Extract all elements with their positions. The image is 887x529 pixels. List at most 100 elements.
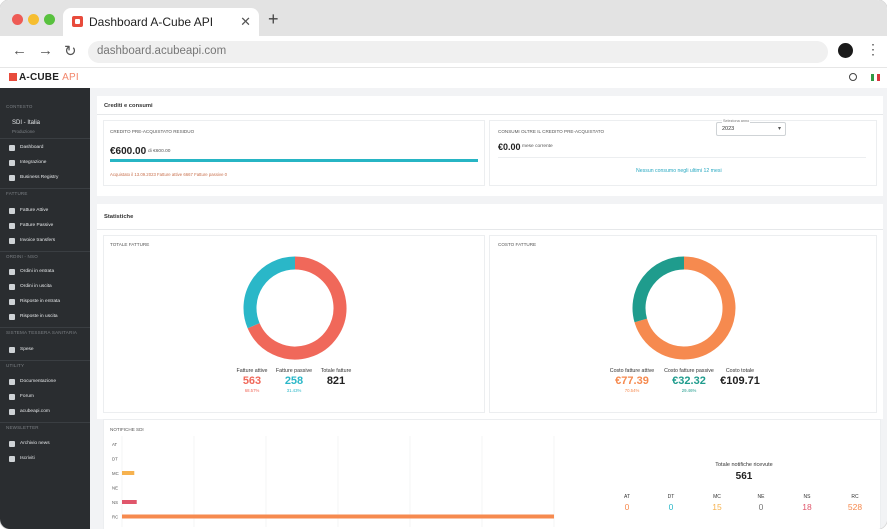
sidebar-item-label: Fatture Passive: [20, 223, 54, 228]
sidebar-company[interactable]: SDI - Italia: [12, 120, 41, 126]
browser-tab-active[interactable]: Dashboard A-Cube API ✕: [63, 8, 259, 36]
year-select-label: Seleziona anno: [722, 119, 751, 123]
stat-costo-attive: Costo fatture attive €77.39 70.54%: [602, 368, 662, 393]
sidebar-item-ordini-entrata[interactable]: Ordini in entrata: [0, 267, 90, 279]
sdi-stat-label: RC: [851, 494, 859, 500]
sidebar-item-iscriviti[interactable]: Iscriviti: [0, 454, 90, 466]
stat-label: Fatture attive: [236, 368, 268, 374]
y-tick-label: NS: [112, 500, 118, 505]
logo-mark-icon: [9, 73, 17, 81]
donut-slice-attive: [247, 256, 347, 360]
stat-percent: 29.46%: [681, 388, 697, 393]
sidebar-item-acubeapi[interactable]: acubeapi.com: [0, 407, 90, 419]
url-text[interactable]: dashboard.acubeapi.com: [97, 45, 227, 57]
sidebar-item-risposte-entrata[interactable]: Risposte in entrata: [0, 297, 90, 309]
address-bar[interactable]: dashboard.acubeapi.com: [88, 41, 828, 63]
consumi-amount: €0.00: [498, 142, 521, 152]
credit-residuo-panel: [104, 121, 484, 185]
sidebar-item-label: Business Registry: [20, 175, 59, 180]
sdi-stat-at: AT 0: [612, 494, 642, 512]
sidebar-section-sts: SISTEMA TESSERA SANITARIA: [6, 330, 78, 335]
stat-percent: 70.54%: [624, 388, 640, 393]
notifiche-total-label: Totale notifiche ricevute: [715, 462, 773, 468]
bar-rc: [122, 514, 554, 519]
sidebar-divider: [0, 251, 90, 252]
logo-text: A-CUBE: [19, 72, 60, 83]
sidebar-item-business-registry[interactable]: Business Registry: [0, 173, 90, 185]
stat-label: Costo fatture attive: [609, 368, 655, 374]
sidebar-item-spese[interactable]: Spese: [0, 345, 90, 357]
document-icon: [9, 269, 15, 275]
sidebar-item-forum[interactable]: Forum: [0, 392, 90, 404]
close-window-button[interactable]: [12, 14, 23, 25]
sidebar-item-integrazione[interactable]: Integrazione: [0, 158, 90, 170]
italian-flag-icon[interactable]: [871, 74, 880, 81]
profile-avatar[interactable]: [838, 43, 853, 58]
chevron-down-icon: ▾: [777, 126, 781, 132]
sdi-stat-label: NE: [757, 494, 765, 500]
y-tick-label: DT: [112, 457, 118, 462]
credits-title: Crediti e consumi: [104, 103, 153, 109]
card-divider: [97, 114, 883, 115]
credit-progress-bar: [110, 159, 478, 162]
donut-slice-costo-passive: [632, 256, 685, 323]
sidebar-item-fatture-attive[interactable]: Fatture Attive: [0, 206, 90, 218]
sidebar-item-archivio-news[interactable]: Archivio news: [0, 439, 90, 451]
stat-percent: 31.43%: [286, 388, 302, 393]
sdi-stat-ne: NE 0: [746, 494, 776, 512]
credit-residuo-amount: €600.00: [110, 146, 147, 157]
sidebar-section-newsletter: NEWSLETTER: [6, 425, 39, 430]
user-account-icon[interactable]: [849, 73, 857, 81]
sdi-stat-rc: RC 528: [840, 494, 870, 512]
sdi-stat-label: DT: [667, 494, 675, 500]
donut-slice-costo-attive: [634, 256, 736, 360]
stat-fatture-attive: Fatture attive 563 68.57%: [222, 368, 282, 393]
sidebar-section-fatture: FATTURE: [6, 191, 28, 196]
sidebar-item-ordini-uscita[interactable]: Ordini in uscita: [0, 282, 90, 294]
document-icon: [9, 208, 15, 214]
sdi-stat-label: AT: [623, 494, 631, 500]
consumi-empty-message: Nessun consumo negli ultimi 12 mesi: [636, 168, 722, 174]
sdi-stat-mc: MC 15: [702, 494, 732, 512]
notifiche-total-value: 561: [735, 471, 753, 482]
credit-residuo-total: di €600.00: [148, 149, 171, 154]
sdi-stat-value: 15: [712, 502, 722, 512]
sidebar-section-contesto: CONTESTO: [6, 104, 33, 109]
tab-title: Dashboard A-Cube API: [89, 15, 214, 29]
bar-ns: [122, 500, 137, 504]
sidebar-item-risposte-uscita[interactable]: Risposte in uscita: [0, 312, 90, 324]
sidebar-item-label: Forum: [20, 394, 34, 399]
donut-slice-passive: [243, 256, 296, 329]
wallet-icon: [9, 347, 15, 353]
new-tab-button[interactable]: +: [268, 9, 279, 29]
back-arrow-icon[interactable]: ←: [12, 42, 27, 59]
y-tick-label: RC: [112, 515, 118, 520]
sidebar-item-invoice-transfers[interactable]: Invoice transfers: [0, 236, 90, 248]
app-logo[interactable]: A-CUBE API: [9, 72, 79, 83]
sidebar-item-dashboard[interactable]: Dashboard: [0, 143, 90, 155]
stat-label: Costo totale: [725, 368, 755, 374]
sidebar-item-fatture-passive[interactable]: Fatture Passive: [0, 221, 90, 233]
close-tab-icon[interactable]: ✕: [240, 14, 251, 29]
minimize-window-button[interactable]: [28, 14, 39, 25]
notifiche-bar-chart: AT DT MC NE NS RC: [112, 436, 555, 527]
document-icon: [9, 284, 15, 290]
sdi-stat-value: 0: [758, 502, 764, 512]
sdi-stat-dt: DT 0: [656, 494, 686, 512]
sidebar-item-label: Ordini in uscita: [20, 284, 52, 289]
reload-icon[interactable]: ↻: [64, 43, 77, 60]
stat-label: Costo fatture passive: [664, 368, 714, 374]
book-icon: [9, 379, 15, 385]
year-select[interactable]: Seleziona anno 2023 ▾: [716, 119, 786, 136]
browser-menu-icon[interactable]: ⋮: [866, 41, 880, 57]
sidebar-item-documentazione[interactable]: Documentazione: [0, 377, 90, 389]
credit-purchase-note: Acquistato il 13.09.2023 Fatture attive …: [110, 172, 228, 177]
stat-label: Fatture passive: [275, 368, 313, 374]
sidebar-item-label: Invoice transfers: [20, 238, 56, 243]
maximize-window-button[interactable]: [44, 14, 55, 25]
forward-arrow-icon[interactable]: →: [38, 42, 53, 59]
card-divider: [97, 229, 883, 230]
tab-strip: Dashboard A-Cube API ✕ +: [0, 0, 887, 36]
sidebar-item-label: Iscriviti: [20, 456, 35, 461]
